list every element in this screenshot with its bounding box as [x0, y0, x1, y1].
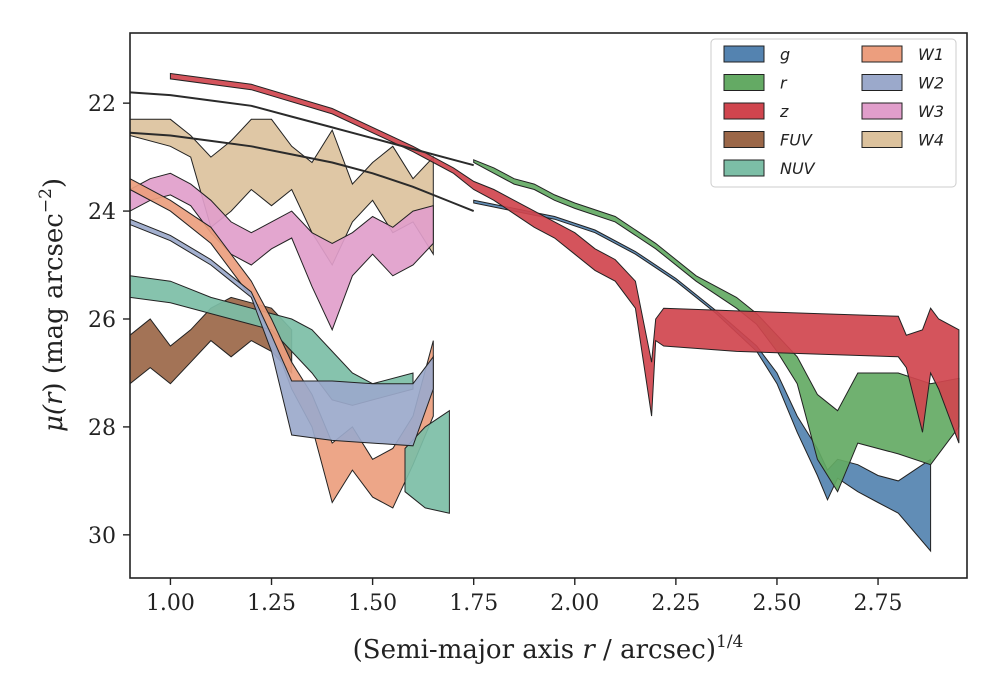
legend-label-nuv: NUV [780, 159, 816, 178]
legend-swatch-w4 [861, 131, 903, 148]
y-tick-label: 30 [88, 524, 116, 549]
legend-swatch-z [723, 102, 765, 120]
band-z-9 [169, 72, 960, 444]
legend-swatch-fuv [723, 131, 765, 148]
x-tick-label: 2.25 [651, 591, 700, 616]
x-tick-label: 2.00 [550, 591, 599, 616]
legend-label-w3: W3 [918, 102, 944, 121]
y-tick-label: 26 [88, 308, 116, 333]
y-tick-label: 28 [88, 416, 116, 441]
x-tick-label: 1.00 [146, 591, 195, 616]
x-axis-title: (Semi-major axis r / arcsec)1/4 [353, 632, 744, 665]
legend-swatch-g [723, 45, 765, 63]
legend-swatch-w1 [861, 45, 903, 63]
bands-layer [130, 72, 960, 553]
legend-swatch-r [723, 74, 765, 91]
legend-label-fuv: FUV [780, 131, 813, 150]
y-axis-title: μ(r) (mag arcsec−2) [36, 178, 69, 432]
x-axis: 1.00 1.25 1.50 1.75 2.00 2.25 2.50 2.75 [146, 578, 903, 616]
legend-label-z: z [779, 102, 789, 121]
x-tick-label: 1.50 [348, 591, 397, 616]
model-line-1 [130, 91, 474, 167]
legend-label-w2: W2 [918, 74, 944, 93]
band-nuv-5 [404, 409, 450, 514]
y-tick-label: 24 [88, 200, 116, 225]
legend-label-g: g [780, 45, 790, 64]
legend-swatch-w3 [861, 102, 903, 120]
legend-label-w1: W1 [918, 45, 944, 64]
x-tick-label: 1.25 [247, 591, 296, 616]
legend: grz FUV NUV W1 W2 W3 W4 [710, 38, 957, 188]
x-tick-label: 2.75 [854, 591, 903, 616]
band-w4-0 [130, 118, 434, 267]
legend-label-r: r [780, 74, 788, 93]
x-tick-label: 2.50 [752, 591, 801, 616]
model-line-0 [130, 131, 475, 213]
band-w2-6 [130, 218, 434, 447]
legend-label-w4: W4 [918, 131, 944, 150]
model-lines-layer [130, 91, 475, 213]
x-tick-label: 1.75 [449, 591, 498, 616]
band-g-7 [473, 199, 932, 553]
legend-swatch-w2 [861, 74, 903, 91]
legend-swatch-nuv [723, 159, 765, 177]
plot-frame [129, 32, 968, 579]
y-tick-label: 22 [88, 92, 116, 117]
y-axis: 22 24 26 28 30 [88, 92, 130, 549]
